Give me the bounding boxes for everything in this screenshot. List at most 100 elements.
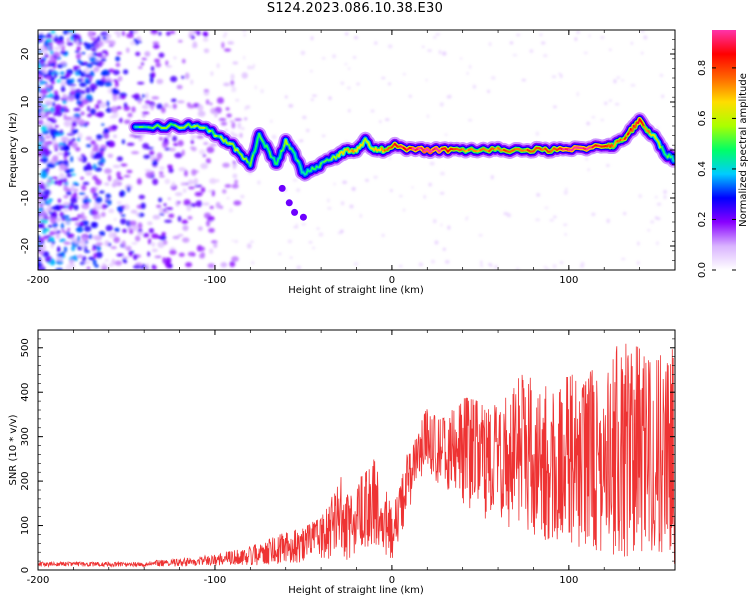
noise-blob bbox=[108, 201, 112, 205]
noise-blob bbox=[65, 169, 70, 173]
noise-blob bbox=[51, 81, 55, 85]
noise-blob bbox=[57, 254, 64, 257]
noise-blob bbox=[76, 54, 81, 59]
noise-blob bbox=[76, 100, 82, 105]
noise-blob bbox=[328, 96, 331, 100]
noise-blob bbox=[102, 50, 108, 53]
noise-blob bbox=[35, 262, 42, 268]
noise-blob bbox=[140, 203, 145, 209]
noise-blob bbox=[172, 136, 177, 142]
noise-blob bbox=[73, 114, 80, 118]
noise-blob bbox=[535, 218, 540, 221]
noise-blob bbox=[99, 190, 105, 193]
noise-blob bbox=[43, 251, 48, 256]
noise-blob bbox=[122, 256, 128, 259]
noise-blob bbox=[131, 210, 137, 214]
noise-blob bbox=[203, 142, 208, 145]
noise-blob bbox=[656, 127, 659, 129]
noise-blob bbox=[399, 265, 403, 267]
noise-blob bbox=[64, 246, 67, 252]
noise-blob bbox=[120, 164, 127, 167]
noise-blob bbox=[164, 103, 169, 108]
noise-blob bbox=[57, 246, 60, 252]
noise-blob bbox=[433, 36, 436, 38]
noise-blob bbox=[563, 224, 567, 226]
noise-blob bbox=[399, 195, 402, 197]
noise-blob bbox=[660, 74, 663, 77]
noise-blob bbox=[536, 132, 539, 136]
noise-blob bbox=[430, 162, 435, 166]
noise-blob bbox=[97, 80, 105, 87]
x-tick-label: -100 bbox=[204, 575, 227, 586]
noise-blob bbox=[70, 156, 73, 162]
noise-blob bbox=[606, 164, 610, 167]
noise-blob bbox=[108, 232, 115, 238]
noise-blob bbox=[50, 259, 55, 265]
noise-blob bbox=[75, 222, 79, 226]
noise-blob bbox=[118, 76, 123, 81]
noise-blob bbox=[134, 28, 139, 34]
noise-blob bbox=[223, 83, 230, 87]
noise-blob bbox=[43, 227, 47, 230]
noise-blob bbox=[76, 227, 83, 233]
noise-blob bbox=[150, 105, 154, 111]
noise-blob bbox=[56, 218, 61, 222]
noise-blob bbox=[59, 239, 66, 243]
noise-blob bbox=[204, 89, 210, 92]
noise-blob bbox=[221, 42, 224, 49]
noise-blob bbox=[232, 240, 234, 242]
noise-blob bbox=[609, 49, 611, 51]
noise-blob bbox=[488, 263, 492, 266]
noise-blob bbox=[86, 144, 91, 147]
noise-blob bbox=[49, 45, 52, 51]
spectrogram-y-axis-label: Frequency (Hz) bbox=[8, 112, 19, 188]
noise-blob bbox=[208, 228, 215, 233]
noise-blob bbox=[516, 268, 519, 272]
colorbar-gradient bbox=[712, 30, 736, 270]
noise-blob bbox=[172, 103, 176, 109]
noise-blob bbox=[60, 130, 64, 135]
noise-blob bbox=[135, 235, 141, 241]
noise-blob bbox=[169, 250, 176, 255]
noise-blob bbox=[606, 219, 610, 223]
noise-blob bbox=[138, 222, 143, 229]
noise-blob bbox=[74, 36, 77, 43]
noise-blob bbox=[202, 32, 207, 36]
noise-blob bbox=[217, 97, 224, 104]
noise-blob bbox=[388, 44, 393, 48]
noise-blob bbox=[84, 250, 90, 253]
noise-blob bbox=[298, 140, 301, 142]
noise-blob bbox=[64, 242, 71, 245]
noise-blob bbox=[250, 241, 254, 243]
noise-blob bbox=[424, 195, 426, 199]
noise-blob bbox=[46, 76, 51, 80]
noise-blob bbox=[312, 95, 317, 97]
noise-blob bbox=[41, 157, 49, 162]
noise-blob bbox=[212, 190, 215, 196]
noise-blob bbox=[95, 43, 100, 49]
noise-blob bbox=[45, 135, 51, 139]
noise-blob bbox=[112, 90, 118, 94]
colorbar-tick-label: 0.0 bbox=[697, 262, 708, 278]
noise-blob bbox=[168, 214, 174, 218]
noise-blob bbox=[136, 213, 140, 216]
noise-blob bbox=[230, 80, 234, 85]
noise-blob bbox=[60, 71, 65, 74]
noise-blob bbox=[232, 184, 239, 189]
noise-blob bbox=[65, 73, 71, 77]
noise-blob bbox=[171, 99, 177, 103]
noise-blob bbox=[100, 150, 104, 155]
noise-blob bbox=[108, 154, 113, 158]
noise-blob bbox=[173, 143, 178, 146]
noise-blob bbox=[244, 117, 247, 120]
noise-blob bbox=[344, 63, 347, 65]
x-tick-label: -200 bbox=[27, 575, 50, 586]
noise-blob bbox=[440, 172, 445, 176]
noise-blob bbox=[231, 256, 239, 262]
noise-blob bbox=[170, 31, 175, 34]
x-tick-label: -100 bbox=[204, 275, 227, 286]
noise-blob bbox=[116, 171, 121, 177]
noise-blob bbox=[124, 102, 127, 107]
noise-blob bbox=[209, 248, 213, 254]
